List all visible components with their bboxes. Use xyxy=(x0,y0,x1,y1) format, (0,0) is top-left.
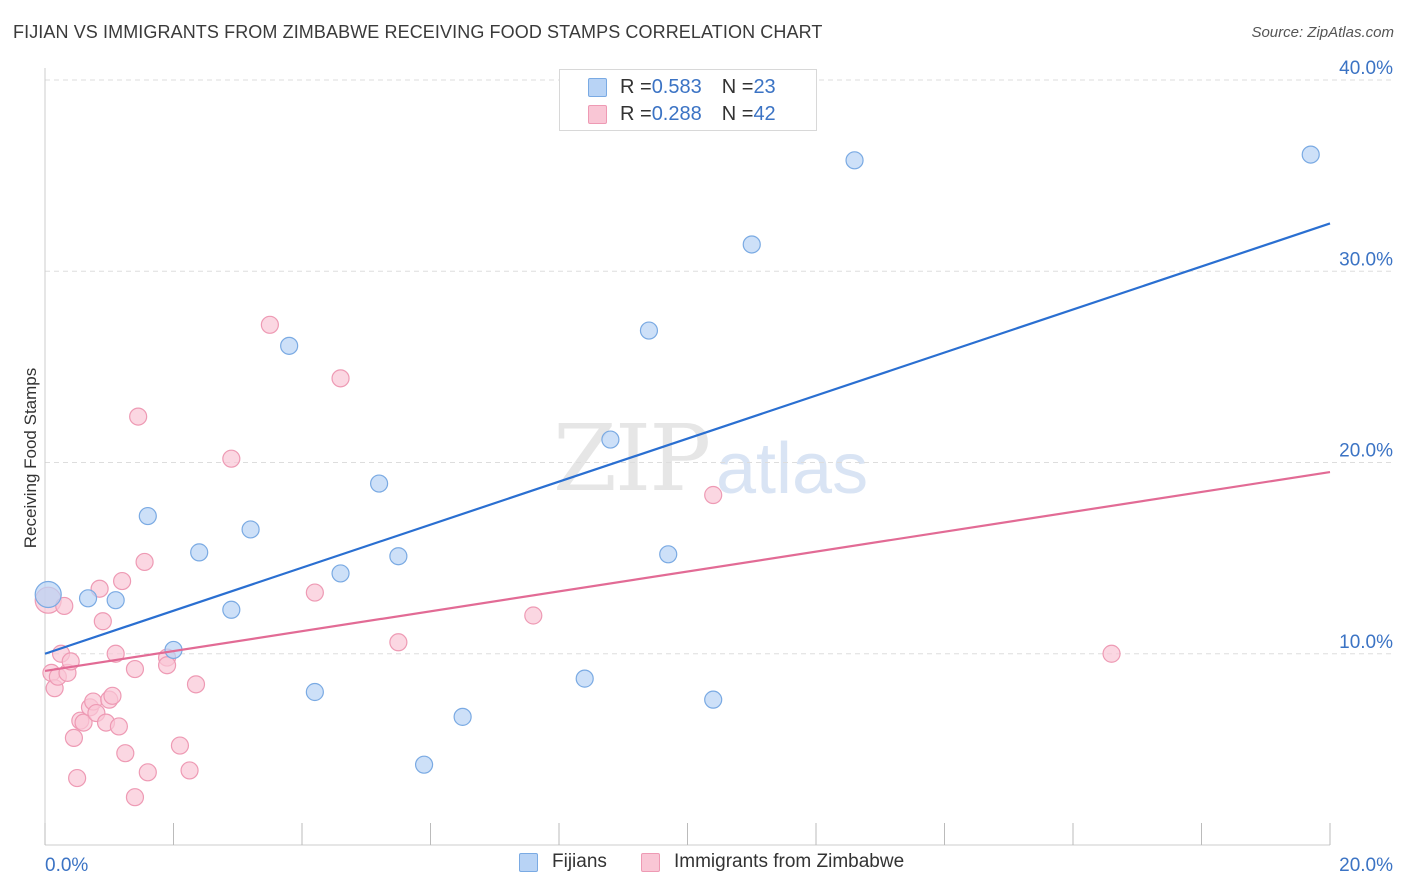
chart-title: FIJIAN VS IMMIGRANTS FROM ZIMBABWE RECEI… xyxy=(13,22,823,42)
fijian-point xyxy=(190,543,209,562)
zimbabwe-point xyxy=(1102,644,1121,663)
x-tick-label: 0.0% xyxy=(45,855,88,876)
y-tick-label: 10.0% xyxy=(1339,632,1393,653)
fijian-point xyxy=(414,755,434,774)
zimbabwe-point xyxy=(109,717,128,736)
source-label: Source: ZipAtlas.com xyxy=(1251,24,1394,41)
legend-swatch-fijians xyxy=(519,852,538,872)
stats-r-label: R = xyxy=(620,75,652,98)
y-tick-label: 30.0% xyxy=(1339,249,1393,270)
zimbabwe-point xyxy=(106,644,125,663)
legend-swatch-zimbabwe xyxy=(641,852,660,872)
fijian-point xyxy=(138,506,157,526)
stats-n-label: N = xyxy=(721,75,754,98)
zimbabwe-point xyxy=(157,656,177,675)
stats-n-label: N = xyxy=(721,102,754,125)
legend-item-fijians[interactable]: Fijians xyxy=(519,851,607,873)
fijian-point xyxy=(704,690,723,709)
fijian-point xyxy=(659,545,678,564)
zimbabwe-point xyxy=(222,449,241,468)
zimbabwe-point xyxy=(125,788,145,807)
zimbabwe-point xyxy=(125,659,145,679)
fijian-point xyxy=(78,589,98,608)
fijian-point xyxy=(280,336,299,355)
y-tick-label: 40.0% xyxy=(1339,58,1393,79)
zimbabwe-point xyxy=(93,612,112,631)
zimbabwe-point xyxy=(129,407,148,426)
fijian-point xyxy=(106,591,125,610)
fijian-point xyxy=(389,547,408,566)
stats-r-value-zimbabwe: 0.288 xyxy=(651,102,702,125)
fijian-point xyxy=(453,707,472,726)
fijian-point xyxy=(845,151,864,170)
legend-label-zimbabwe: Immigrants from Zimbabwe xyxy=(674,851,905,872)
zimbabwe-point xyxy=(331,369,350,388)
y-tick-label: 20.0% xyxy=(1339,441,1393,462)
zimbabwe-point xyxy=(64,728,84,748)
zimbabwe-trend-line xyxy=(44,470,1331,673)
zimbabwe-point xyxy=(112,571,132,591)
zimbabwe-point xyxy=(135,552,154,572)
zimbabwe-point xyxy=(180,761,199,780)
zimbabwe-point xyxy=(186,675,206,694)
legend-label-fijians: Fijians xyxy=(552,851,607,872)
stats-n-value-zimbabwe: 42 xyxy=(753,102,776,125)
legend-item-zimbabwe[interactable]: Immigrants from Zimbabwe xyxy=(641,851,904,873)
fijian-trend-line xyxy=(44,222,1331,655)
fijian-point xyxy=(34,580,62,609)
fijian-point xyxy=(575,669,594,688)
zimbabwe-point xyxy=(305,583,324,602)
stats-r-value-fijians: 0.583 xyxy=(651,75,702,98)
zimbabwe-point xyxy=(103,686,122,705)
zimbabwe-point xyxy=(74,713,93,732)
zimbabwe-point xyxy=(170,736,190,755)
stats-r-label: R = xyxy=(620,102,652,125)
fijian-point xyxy=(241,520,260,539)
stats-row-fijians: R = 0.583 N = 23 xyxy=(560,74,776,100)
fijian-point xyxy=(331,564,350,583)
fijian-point xyxy=(222,600,241,619)
fijian-point xyxy=(305,682,324,702)
stats-row-zimbabwe: R = 0.288 N = 42 xyxy=(560,101,776,127)
fijian-point xyxy=(370,474,389,493)
zimbabwe-point xyxy=(55,596,74,616)
watermark-zip: ZIP xyxy=(553,405,711,512)
zimbabwe-point xyxy=(116,744,135,763)
watermark-atlas: atlas xyxy=(716,429,869,509)
fijian-point xyxy=(1301,145,1320,164)
stats-box: R = 0.583 N = 23 R = 0.288 N = 42 xyxy=(559,69,817,131)
zimbabwe-point xyxy=(524,606,543,625)
zimbabwe-point xyxy=(260,315,279,334)
fijian-point xyxy=(639,321,659,340)
stats-n-value-fijians: 23 xyxy=(753,75,776,98)
zimbabwe-point xyxy=(138,763,157,782)
fijian-point xyxy=(601,430,620,449)
x-tick-label: 20.0% xyxy=(1339,855,1393,876)
zimbabwe-point xyxy=(389,633,408,652)
stats-swatch-zimbabwe xyxy=(588,104,607,124)
zimbabwe-point xyxy=(704,485,723,505)
fijian-point xyxy=(742,235,761,254)
stats-swatch-fijians xyxy=(588,77,607,97)
zimbabwe-point xyxy=(68,768,87,788)
